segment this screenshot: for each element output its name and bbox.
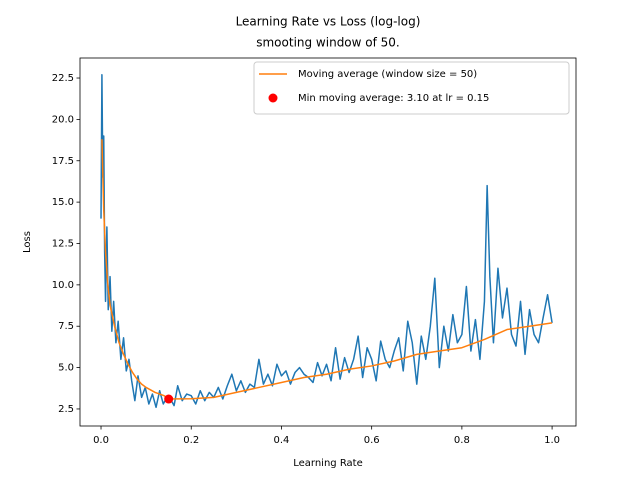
series-line (101, 139, 553, 400)
x-tick-label: 0.2 (183, 435, 199, 446)
y-tick-label: 10.0 (52, 280, 74, 291)
chart-title: Learning Rate vs Loss (log-log) (236, 15, 421, 29)
y-tick-label: 2.5 (58, 404, 74, 415)
x-tick-label: 0.8 (454, 435, 470, 446)
y-tick-label: 5.0 (58, 363, 74, 374)
y-tick-label: 7.5 (58, 321, 74, 332)
legend-box (253, 61, 570, 115)
y-tick-label: 17.5 (52, 156, 74, 167)
legend-swatch (268, 93, 278, 103)
y-tick-label: 20.0 (52, 114, 74, 125)
y-tick-label: 12.5 (52, 238, 74, 249)
y-axis-label: Loss (22, 231, 33, 253)
y-tick-label: 22.5 (52, 73, 74, 84)
chart-subtitle: smooting window of 50. (256, 36, 400, 50)
legend: Moving average (window size = 50) Min mov… (253, 61, 570, 115)
x-axis-label: Learning Rate (293, 458, 363, 469)
y-tick-label: 15.0 (52, 197, 74, 208)
legend-label: Min moving average: 3.10 at lr = 0.15 (298, 93, 489, 104)
series-line (100, 73, 553, 409)
plot-area (100, 73, 553, 409)
x-tick-label: 0.4 (273, 435, 289, 446)
x-tick-label: 1.0 (544, 435, 560, 446)
x-tick-label: 0.6 (364, 435, 380, 446)
min-point (164, 394, 174, 404)
x-tick-label: 0.0 (93, 435, 109, 446)
legend-label: Moving average (window size = 50) (298, 69, 477, 80)
axes-frame (79, 57, 577, 427)
